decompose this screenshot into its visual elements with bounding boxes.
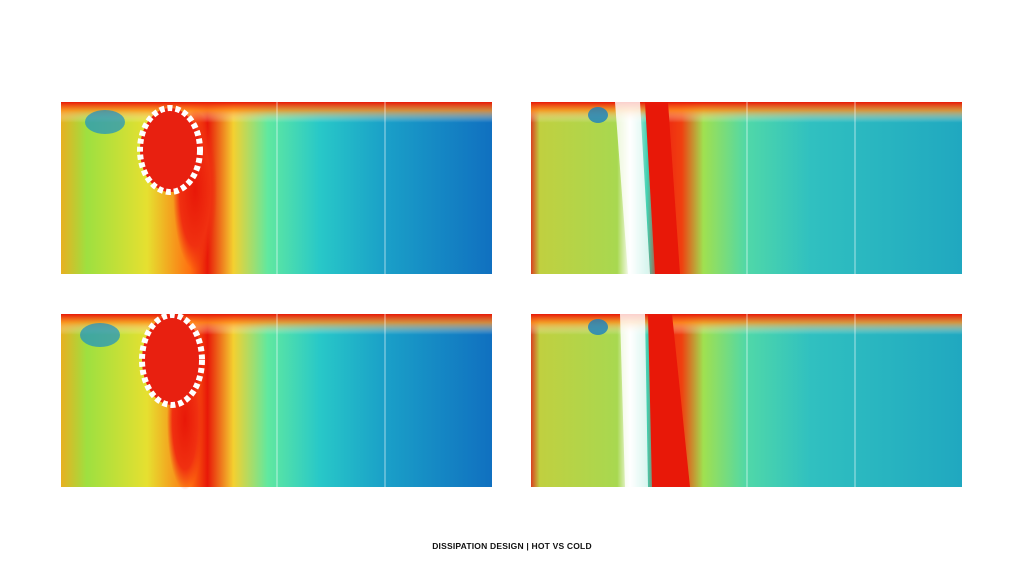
simulation-panel [61,312,492,490]
simulation-panel [531,314,962,487]
simulation-panel [531,102,962,274]
simulation-panel [61,102,492,274]
caption: DISSIPATION DESIGN | HOT VS COLD [432,541,592,551]
